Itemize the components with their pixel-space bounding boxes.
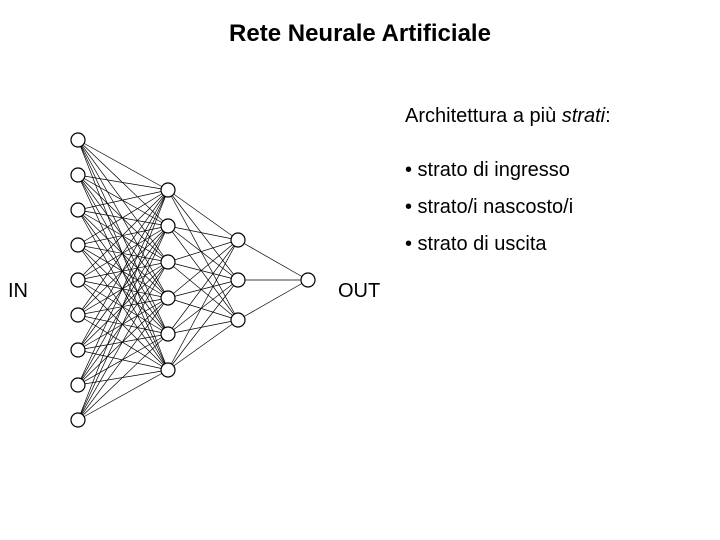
bullet-list: • strato di ingresso • strato/i nascosto… <box>405 145 573 270</box>
bullet-item: • strato di uscita <box>405 233 573 256</box>
neural-network-diagram <box>48 100 338 460</box>
subtitle-emphasis: strati <box>562 105 605 127</box>
input-label: IN <box>8 280 28 303</box>
bullet-item: • strato/i nascosto/i <box>405 196 573 219</box>
subtitle-plain: Architettura a più <box>405 105 562 127</box>
bullet-item: • strato di ingresso <box>405 159 573 182</box>
subtitle-suffix: : <box>605 105 611 127</box>
slide-title: Rete Neurale Artificiale <box>0 20 720 48</box>
slide: Rete Neurale Artificiale Architettura a … <box>0 0 720 540</box>
subtitle: Architettura a più strati: <box>405 105 611 128</box>
output-label: OUT <box>338 280 380 303</box>
